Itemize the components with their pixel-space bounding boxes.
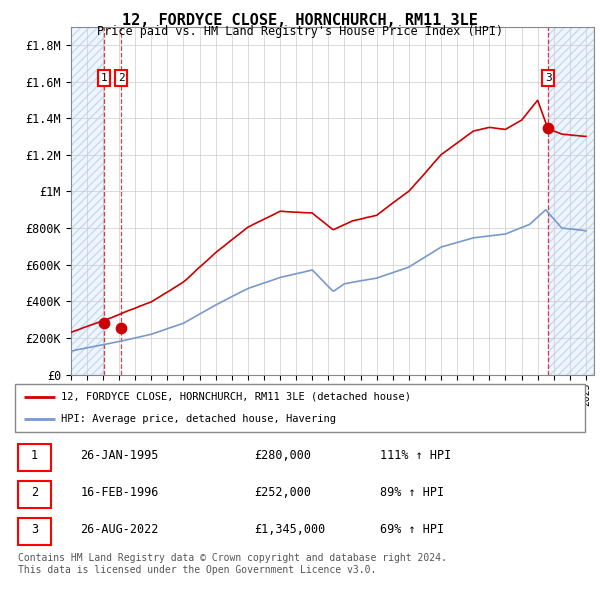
Text: 1: 1 (31, 449, 38, 462)
Text: 16-FEB-1996: 16-FEB-1996 (80, 486, 159, 499)
Text: 26-AUG-2022: 26-AUG-2022 (80, 523, 159, 536)
Point (100, 319, 109, 328)
Text: 69% ↑ HPI: 69% ↑ HPI (380, 523, 444, 536)
Bar (548, 27, 594, 375)
Text: £1,345,000: £1,345,000 (254, 523, 326, 536)
Text: Contains HM Land Registry data © Crown copyright and database right 2024.
This d: Contains HM Land Registry data © Crown c… (18, 553, 447, 575)
Text: Price paid vs. HM Land Registry's House Price Index (HPI): Price paid vs. HM Land Registry's House … (97, 25, 503, 38)
Text: 89% ↑ HPI: 89% ↑ HPI (380, 486, 444, 499)
Text: 1: 1 (101, 73, 107, 83)
Text: 3: 3 (31, 523, 38, 536)
Bar (18, 519, 51, 545)
Text: HPI: Average price, detached house, Havering: HPI: Average price, detached house, Have… (61, 414, 335, 424)
Text: 26-JAN-1995: 26-JAN-1995 (80, 449, 159, 462)
Point (116, 324, 126, 333)
Text: 2: 2 (118, 73, 124, 83)
Text: 3: 3 (545, 73, 551, 83)
Bar (18, 481, 51, 509)
Text: £280,000: £280,000 (254, 449, 311, 462)
Bar (71, 27, 104, 375)
Text: 12, FORDYCE CLOSE, HORNCHURCH, RM11 3LE: 12, FORDYCE CLOSE, HORNCHURCH, RM11 3LE (122, 13, 478, 28)
Text: £252,000: £252,000 (254, 486, 311, 499)
Bar (18, 444, 51, 471)
Text: 2: 2 (31, 486, 38, 499)
Text: 111% ↑ HPI: 111% ↑ HPI (380, 449, 451, 462)
Text: 12, FORDYCE CLOSE, HORNCHURCH, RM11 3LE (detached house): 12, FORDYCE CLOSE, HORNCHURCH, RM11 3LE … (61, 392, 410, 402)
Point (544, 123, 553, 133)
